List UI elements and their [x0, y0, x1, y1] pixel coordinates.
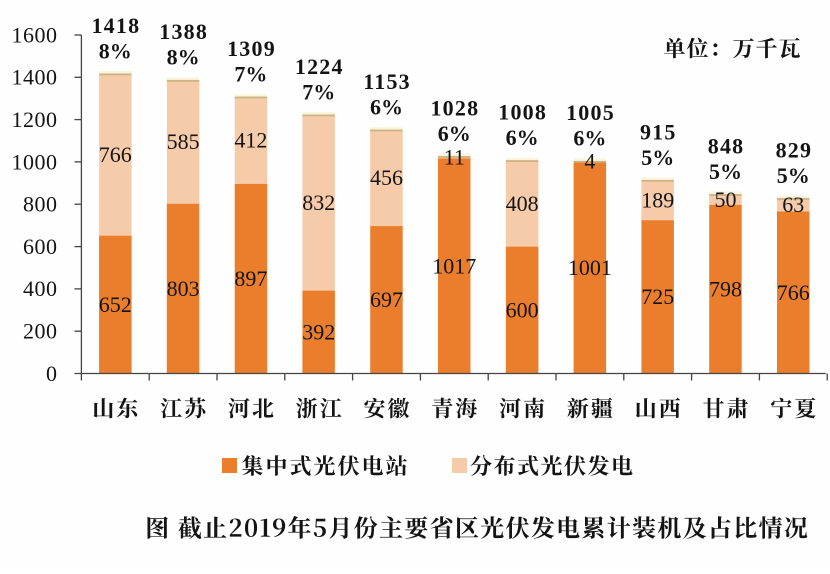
svg-text:585: 585 — [167, 129, 200, 154]
svg-text:412: 412 — [234, 128, 267, 153]
svg-text:897: 897 — [234, 266, 267, 291]
svg-text:5%: 5% — [641, 145, 674, 170]
svg-text:1418: 1418 — [91, 13, 140, 38]
svg-text:803: 803 — [167, 276, 200, 301]
svg-text:1017: 1017 — [432, 253, 476, 278]
svg-text:11: 11 — [444, 145, 465, 170]
svg-text:63: 63 — [782, 192, 804, 217]
svg-text:1309: 1309 — [227, 36, 276, 61]
svg-text:5%: 5% — [709, 159, 742, 184]
svg-text:1600: 1600 — [12, 22, 58, 47]
svg-text:0: 0 — [46, 361, 58, 386]
svg-text:400: 400 — [23, 276, 58, 301]
svg-text:189: 189 — [641, 187, 674, 212]
svg-text:408: 408 — [506, 191, 539, 216]
svg-text:848: 848 — [708, 134, 745, 159]
svg-text:6%: 6% — [506, 125, 539, 150]
svg-text:915: 915 — [640, 119, 677, 144]
svg-text:832: 832 — [302, 190, 335, 215]
svg-text:50: 50 — [715, 187, 737, 212]
svg-text:7%: 7% — [302, 79, 335, 104]
svg-text:7%: 7% — [234, 61, 267, 86]
svg-text:8%: 8% — [99, 38, 132, 63]
svg-text:1400: 1400 — [12, 65, 58, 90]
svg-text:1153: 1153 — [363, 69, 411, 94]
svg-text:1388: 1388 — [159, 19, 208, 44]
svg-text:4: 4 — [584, 149, 595, 174]
svg-text:1200: 1200 — [12, 107, 58, 132]
svg-text:798: 798 — [709, 277, 742, 302]
svg-text:8%: 8% — [167, 45, 200, 70]
svg-text:600: 600 — [506, 297, 539, 322]
svg-text:5%: 5% — [777, 163, 810, 188]
svg-text:652: 652 — [99, 292, 132, 317]
svg-text:1001: 1001 — [568, 255, 612, 280]
svg-text:697: 697 — [370, 287, 403, 312]
svg-text:800: 800 — [23, 192, 58, 217]
svg-text:600: 600 — [23, 234, 58, 259]
svg-text:456: 456 — [370, 165, 403, 190]
svg-text:1224: 1224 — [295, 54, 344, 79]
svg-text:766: 766 — [99, 142, 132, 167]
svg-text:6%: 6% — [573, 126, 606, 151]
svg-text:392: 392 — [302, 319, 335, 344]
svg-text:725: 725 — [641, 284, 674, 309]
svg-text:1000: 1000 — [12, 149, 58, 174]
svg-text:766: 766 — [777, 280, 810, 305]
svg-text:6%: 6% — [370, 94, 403, 119]
svg-text:1005: 1005 — [566, 100, 615, 125]
svg-text:200: 200 — [23, 319, 58, 344]
svg-text:829: 829 — [776, 138, 813, 163]
svg-text:1008: 1008 — [498, 100, 547, 125]
svg-text:6%: 6% — [438, 121, 471, 146]
svg-text:1028: 1028 — [430, 95, 479, 120]
